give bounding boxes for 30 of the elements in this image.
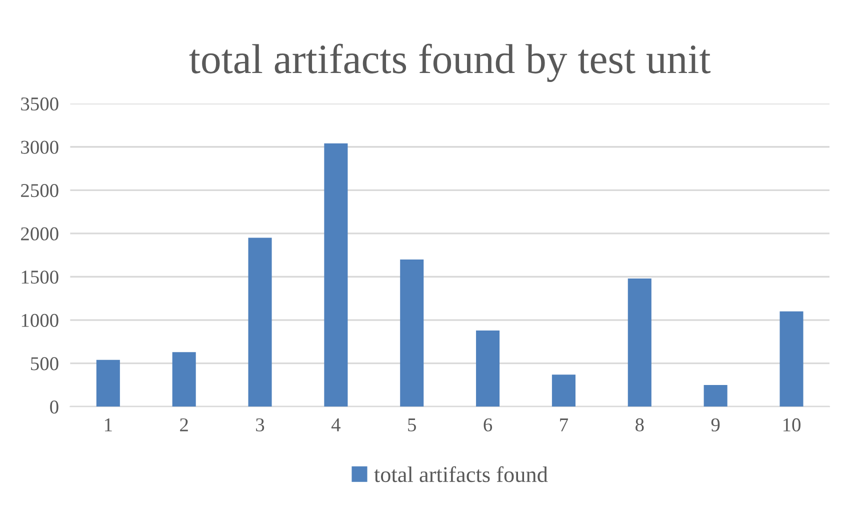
bar bbox=[324, 143, 348, 407]
x-tick-label: 2 bbox=[180, 418, 188, 432]
y-tick-label: 0 bbox=[50, 400, 58, 414]
y-tick-label: 1000 bbox=[22, 314, 58, 327]
y-tick-label: 2000 bbox=[21, 227, 58, 240]
bar bbox=[400, 259, 424, 407]
y-tick-label: 3000 bbox=[21, 140, 58, 154]
x-tick-label: 7 bbox=[560, 418, 568, 432]
bar bbox=[96, 360, 120, 407]
x-tick-label: 5 bbox=[408, 418, 416, 432]
y-tick-label: 2500 bbox=[21, 184, 58, 198]
y-tick-label: 500 bbox=[31, 357, 58, 370]
x-tick-label: 3 bbox=[256, 418, 264, 432]
x-tick-label: 6 bbox=[484, 418, 492, 432]
legend-label: total artifacts found bbox=[374, 466, 548, 482]
x-tick-label: 8 bbox=[636, 418, 644, 432]
bar bbox=[172, 352, 196, 407]
x-tick-label: 9 bbox=[711, 418, 720, 432]
bar bbox=[628, 278, 652, 407]
y-tick-label: 1500 bbox=[22, 270, 58, 284]
bar bbox=[476, 330, 500, 407]
x-tick-label: 1 bbox=[105, 418, 112, 432]
bar bbox=[552, 374, 576, 407]
x-tick-label: 10 bbox=[783, 418, 800, 432]
bar bbox=[780, 311, 804, 407]
y-tick-label: 3500 bbox=[21, 97, 58, 111]
bar bbox=[704, 384, 728, 407]
chart-title: total artifacts found by test unit bbox=[189, 44, 711, 82]
bar bbox=[248, 238, 272, 407]
x-tick-label: 4 bbox=[331, 418, 340, 432]
